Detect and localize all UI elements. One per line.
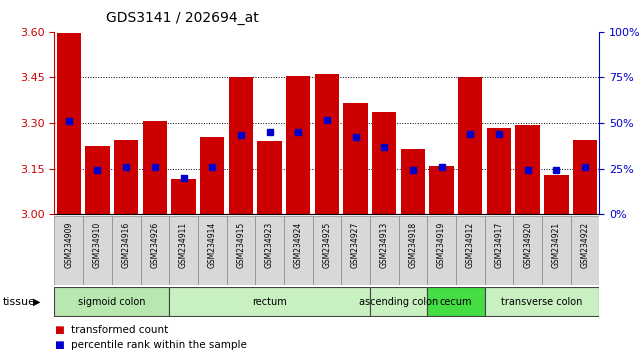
Bar [114, 140, 138, 214]
FancyBboxPatch shape [255, 216, 284, 285]
Text: ■: ■ [54, 340, 64, 350]
Text: GSM234924: GSM234924 [294, 222, 303, 268]
Bar [286, 76, 310, 214]
Bar [487, 127, 511, 214]
FancyBboxPatch shape [140, 216, 169, 285]
Text: GSM234913: GSM234913 [379, 222, 388, 268]
Text: GSM234911: GSM234911 [179, 222, 188, 268]
FancyBboxPatch shape [485, 216, 513, 285]
Bar [372, 112, 396, 214]
Text: ▶: ▶ [33, 297, 41, 307]
FancyBboxPatch shape [284, 216, 313, 285]
FancyBboxPatch shape [370, 216, 399, 285]
FancyBboxPatch shape [198, 216, 226, 285]
Bar [56, 33, 81, 214]
Bar [229, 78, 253, 214]
Text: ascending colon: ascending colon [359, 297, 438, 307]
Text: GSM234927: GSM234927 [351, 222, 360, 268]
FancyBboxPatch shape [313, 216, 341, 285]
Text: rectum: rectum [252, 297, 287, 307]
Text: GSM234919: GSM234919 [437, 222, 446, 268]
Bar [258, 141, 282, 214]
Text: sigmoid colon: sigmoid colon [78, 297, 146, 307]
Text: transformed count: transformed count [71, 325, 168, 335]
FancyBboxPatch shape [169, 216, 198, 285]
Text: GSM234921: GSM234921 [552, 222, 561, 268]
Text: GSM234909: GSM234909 [64, 222, 73, 268]
Bar [85, 146, 110, 214]
FancyBboxPatch shape [428, 216, 456, 285]
FancyBboxPatch shape [54, 287, 169, 316]
Bar [401, 149, 425, 214]
Text: GDS3141 / 202694_at: GDS3141 / 202694_at [106, 11, 258, 25]
Text: GSM234926: GSM234926 [151, 222, 160, 268]
Bar [458, 78, 483, 214]
Bar [200, 137, 224, 214]
FancyBboxPatch shape [83, 216, 112, 285]
FancyBboxPatch shape [112, 216, 140, 285]
Bar [429, 166, 454, 214]
Text: GSM234925: GSM234925 [322, 222, 331, 268]
Text: GSM234917: GSM234917 [494, 222, 503, 268]
Text: GSM234915: GSM234915 [237, 222, 246, 268]
Text: cecum: cecum [440, 297, 472, 307]
Bar [544, 175, 569, 214]
Text: tissue: tissue [3, 297, 36, 307]
Text: GSM234918: GSM234918 [408, 222, 417, 268]
FancyBboxPatch shape [341, 216, 370, 285]
Bar [315, 74, 339, 214]
FancyBboxPatch shape [428, 287, 485, 316]
FancyBboxPatch shape [570, 216, 599, 285]
FancyBboxPatch shape [54, 287, 599, 317]
Bar [344, 103, 368, 214]
Text: GSM234923: GSM234923 [265, 222, 274, 268]
Text: GSM234922: GSM234922 [581, 222, 590, 268]
Text: GSM234912: GSM234912 [466, 222, 475, 268]
Text: GSM234914: GSM234914 [208, 222, 217, 268]
FancyBboxPatch shape [54, 216, 83, 285]
FancyBboxPatch shape [456, 216, 485, 285]
FancyBboxPatch shape [513, 216, 542, 285]
Bar [143, 121, 167, 214]
FancyBboxPatch shape [169, 287, 370, 316]
Text: ■: ■ [54, 325, 64, 335]
Text: transverse colon: transverse colon [501, 297, 583, 307]
Text: GSM234916: GSM234916 [122, 222, 131, 268]
Text: GSM234920: GSM234920 [523, 222, 532, 268]
Text: GSM234910: GSM234910 [93, 222, 102, 268]
Bar [515, 125, 540, 214]
FancyBboxPatch shape [370, 287, 428, 316]
Bar [171, 179, 196, 214]
FancyBboxPatch shape [399, 216, 428, 285]
Bar [573, 140, 597, 214]
FancyBboxPatch shape [542, 216, 570, 285]
Text: percentile rank within the sample: percentile rank within the sample [71, 340, 246, 350]
FancyBboxPatch shape [226, 216, 255, 285]
FancyBboxPatch shape [485, 287, 599, 316]
